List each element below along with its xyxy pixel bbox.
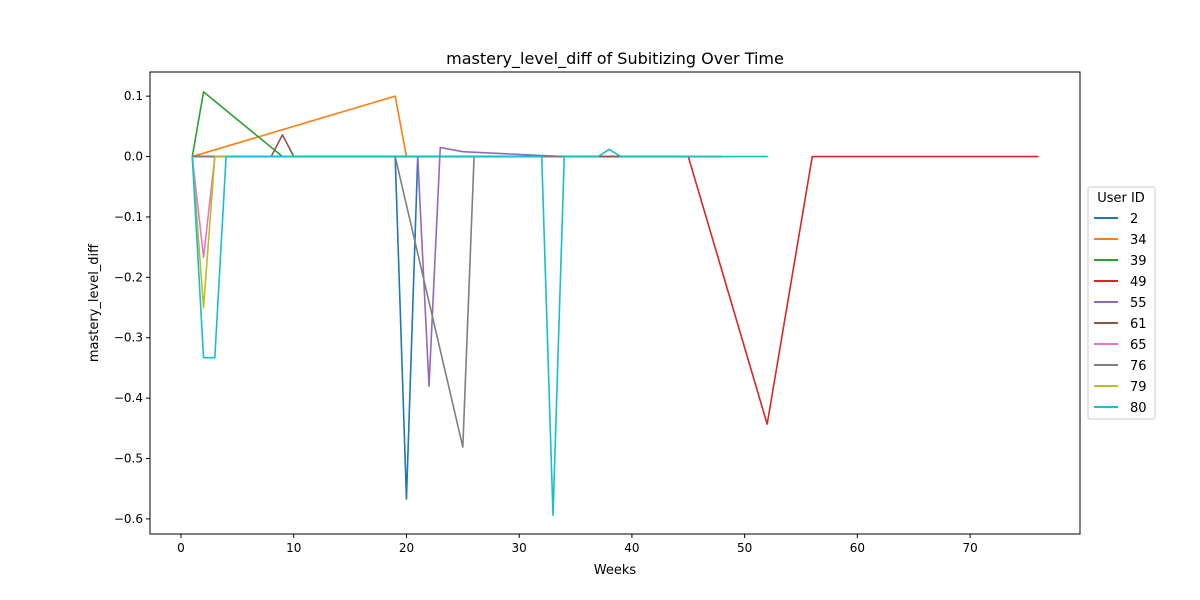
legend-label: 61 xyxy=(1130,317,1147,332)
x-tick-label: 60 xyxy=(850,541,865,555)
legend-label: 34 xyxy=(1130,233,1147,248)
legend-label: 76 xyxy=(1130,359,1147,374)
x-tick-label: 40 xyxy=(624,541,639,555)
x-tick-label: 10 xyxy=(286,541,301,555)
y-tick-label: 0.0 xyxy=(124,150,143,164)
y-tick-label: −0.3 xyxy=(114,331,143,345)
x-tick-label: 50 xyxy=(737,541,752,555)
y-tick-label: −0.6 xyxy=(114,512,143,526)
plot-lines xyxy=(191,91,1039,517)
legend-label: 80 xyxy=(1130,401,1147,416)
legend: User ID 2 34 39 49 55 61 65 76 79 80 xyxy=(1087,186,1156,420)
y-tick-label: −0.1 xyxy=(114,210,143,224)
x-axis-ticks: 0 10 20 30 40 50 60 70 xyxy=(177,534,978,555)
x-tick-label: 20 xyxy=(399,541,414,555)
y-tick-label: −0.5 xyxy=(114,452,143,466)
legend-label: 55 xyxy=(1130,296,1147,311)
x-tick-label: 0 xyxy=(177,541,185,555)
chart-title: mastery_level_diff of Subitizing Over Ti… xyxy=(446,49,784,69)
y-tick-label: −0.4 xyxy=(114,391,143,405)
x-tick-label: 70 xyxy=(962,541,977,555)
plot-area-frame xyxy=(149,71,1081,535)
y-tick-label: −0.2 xyxy=(114,270,143,284)
legend-items: 2 34 39 49 55 61 65 76 79 80 xyxy=(1094,212,1147,416)
x-tick-label: 30 xyxy=(512,541,527,555)
y-axis-ticks: 0.1 0.0 −0.1 −0.2 −0.3 −0.4 −0.5 −0.6 xyxy=(114,89,150,526)
legend-label: 65 xyxy=(1130,338,1147,353)
x-axis-label: Weeks xyxy=(594,563,637,578)
series-line-80 xyxy=(191,148,768,517)
legend-label: 2 xyxy=(1130,212,1138,227)
legend-frame xyxy=(1087,186,1156,420)
legend-label: 49 xyxy=(1130,275,1147,290)
legend-title: User ID xyxy=(1097,191,1145,206)
y-axis-label: mastery_level_diff xyxy=(87,243,102,362)
y-tick-label: 0.1 xyxy=(124,89,143,103)
legend-label: 39 xyxy=(1130,254,1147,269)
legend-label: 79 xyxy=(1130,380,1147,395)
